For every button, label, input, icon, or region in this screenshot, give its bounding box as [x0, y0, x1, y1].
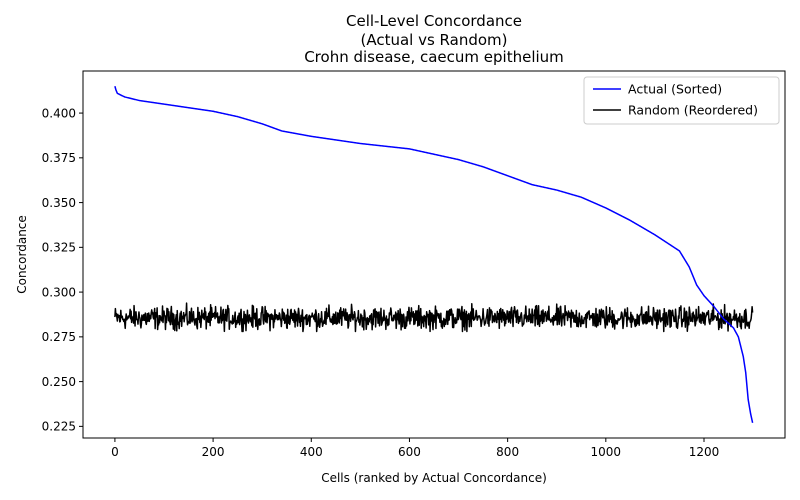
y-axis: 0.225 0.250 0.275 0.300 0.325 0.350 0.375 0.400 [42, 106, 83, 434]
x-tick-label: 600 [398, 445, 421, 459]
x-tick-label: 800 [496, 445, 519, 459]
y-axis-label: Concordance [15, 215, 29, 294]
x-tick-label: 1200 [689, 445, 720, 459]
x-tick-label: 200 [202, 445, 225, 459]
y-tick-label: 0.250 [42, 375, 76, 389]
y-tick-label: 0.375 [42, 151, 76, 165]
y-tick-label: 0.400 [42, 106, 76, 120]
legend: Actual (Sorted) Random (Reordered) [583, 76, 780, 125]
title-line-3: Crohn disease, caecum epithelium [304, 48, 564, 66]
y-tick-label: 0.350 [42, 196, 76, 210]
chart-title: Cell-Level Concordance (Actual vs Random… [304, 12, 564, 66]
x-tick-label: 1000 [591, 445, 622, 459]
y-tick-label: 0.275 [42, 330, 76, 344]
series-line-actual [114, 86, 754, 423]
x-tick-label: 0 [111, 445, 119, 459]
y-tick-label: 0.300 [42, 285, 76, 299]
x-axis-label: Cells (ranked by Actual Concordance) [321, 471, 547, 485]
legend-label-random: Random (Reordered) [628, 103, 758, 118]
series-line-random [114, 302, 754, 333]
x-axis: 0 200 400 600 800 1000 1200 [111, 438, 719, 459]
title-line-2: (Actual vs Random) [360, 31, 507, 49]
legend-box [583, 76, 780, 125]
legend-label-actual: Actual (Sorted) [628, 82, 722, 97]
y-tick-label: 0.225 [42, 420, 76, 434]
series-layer [114, 86, 754, 423]
x-tick-label: 400 [300, 445, 323, 459]
title-line-1: Cell-Level Concordance [346, 12, 522, 30]
plot-frame [82, 70, 786, 439]
y-tick-label: 0.325 [42, 241, 76, 255]
